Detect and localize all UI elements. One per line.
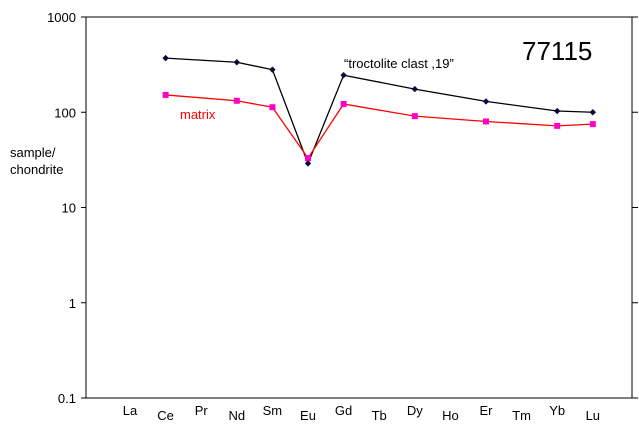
data-point-matrix-er [483, 118, 489, 125]
data-point-troctolite-sm [269, 66, 276, 73]
annotation-troctolite: “troctolite clast ,19” [344, 56, 454, 71]
plot-frame [85, 16, 633, 399]
x-tick-label-nd: Nd [228, 408, 245, 423]
x-tick-label-yb: Yb [549, 403, 565, 418]
data-point-troctolite-eu [304, 160, 312, 167]
data-point-matrix-eu [305, 155, 311, 162]
data-point-troctolite-ce [162, 54, 169, 62]
x-tick-label-ce: Ce [157, 408, 174, 423]
data-point-matrix-gd [340, 101, 347, 108]
x-tick-label-gd: Gd [335, 403, 352, 418]
data-point-troctolite-nd [233, 59, 240, 66]
x-tick-label-tm: Tm [512, 408, 531, 423]
y-tick-label: 10 [62, 201, 76, 216]
data-point-matrix-ce [162, 91, 169, 98]
y-tick-label: 0.1 [58, 391, 76, 406]
y-axis-label-line-2: chondrite [10, 162, 63, 177]
data-point-troctolite-gd [340, 71, 347, 79]
x-tick-label-pr: Pr [195, 403, 209, 418]
y-axis: 0.1 1 10 100 1000 [47, 10, 638, 406]
data-point-troctolite-er [482, 98, 490, 105]
x-tick-label-sm: Sm [263, 403, 283, 418]
series-line-1 [165, 94, 593, 160]
data-point-matrix-dy [411, 113, 418, 120]
data-point-troctolite-lu [589, 109, 596, 116]
y-tick-label: 1000 [47, 10, 76, 25]
x-tick-label-ho: Ho [442, 408, 459, 423]
data-point-troctolite-yb [554, 107, 561, 115]
data-point-troctolite-dy [411, 85, 418, 93]
data-point-matrix-sm [269, 104, 276, 111]
y-tick-label: 100 [54, 105, 76, 120]
data-point-matrix-nd [233, 97, 240, 104]
annotation-matrix: matrix [180, 107, 216, 122]
x-tick-label-lu: Lu [586, 408, 600, 423]
x-tick-label-dy: Dy [407, 403, 423, 418]
x-tick-label-tb: Tb [372, 408, 387, 423]
data-point-matrix-lu [589, 121, 596, 128]
x-axis: La Ce Pr Nd Sm Eu Gd Tb Dy Ho Er Tm Yb Lu [123, 403, 600, 423]
x-tick-label-er: Er [480, 403, 494, 418]
data-point-matrix-yb [554, 122, 561, 129]
series-layer [162, 54, 596, 167]
y-tick-label: 1 [69, 296, 76, 311]
sample-id: 77115 [522, 36, 592, 66]
series-line-0 [165, 57, 593, 166]
y-axis-label-line-1: sample/ [10, 145, 56, 160]
x-tick-label-eu: Eu [300, 408, 316, 423]
x-tick-label-la: La [123, 403, 138, 418]
